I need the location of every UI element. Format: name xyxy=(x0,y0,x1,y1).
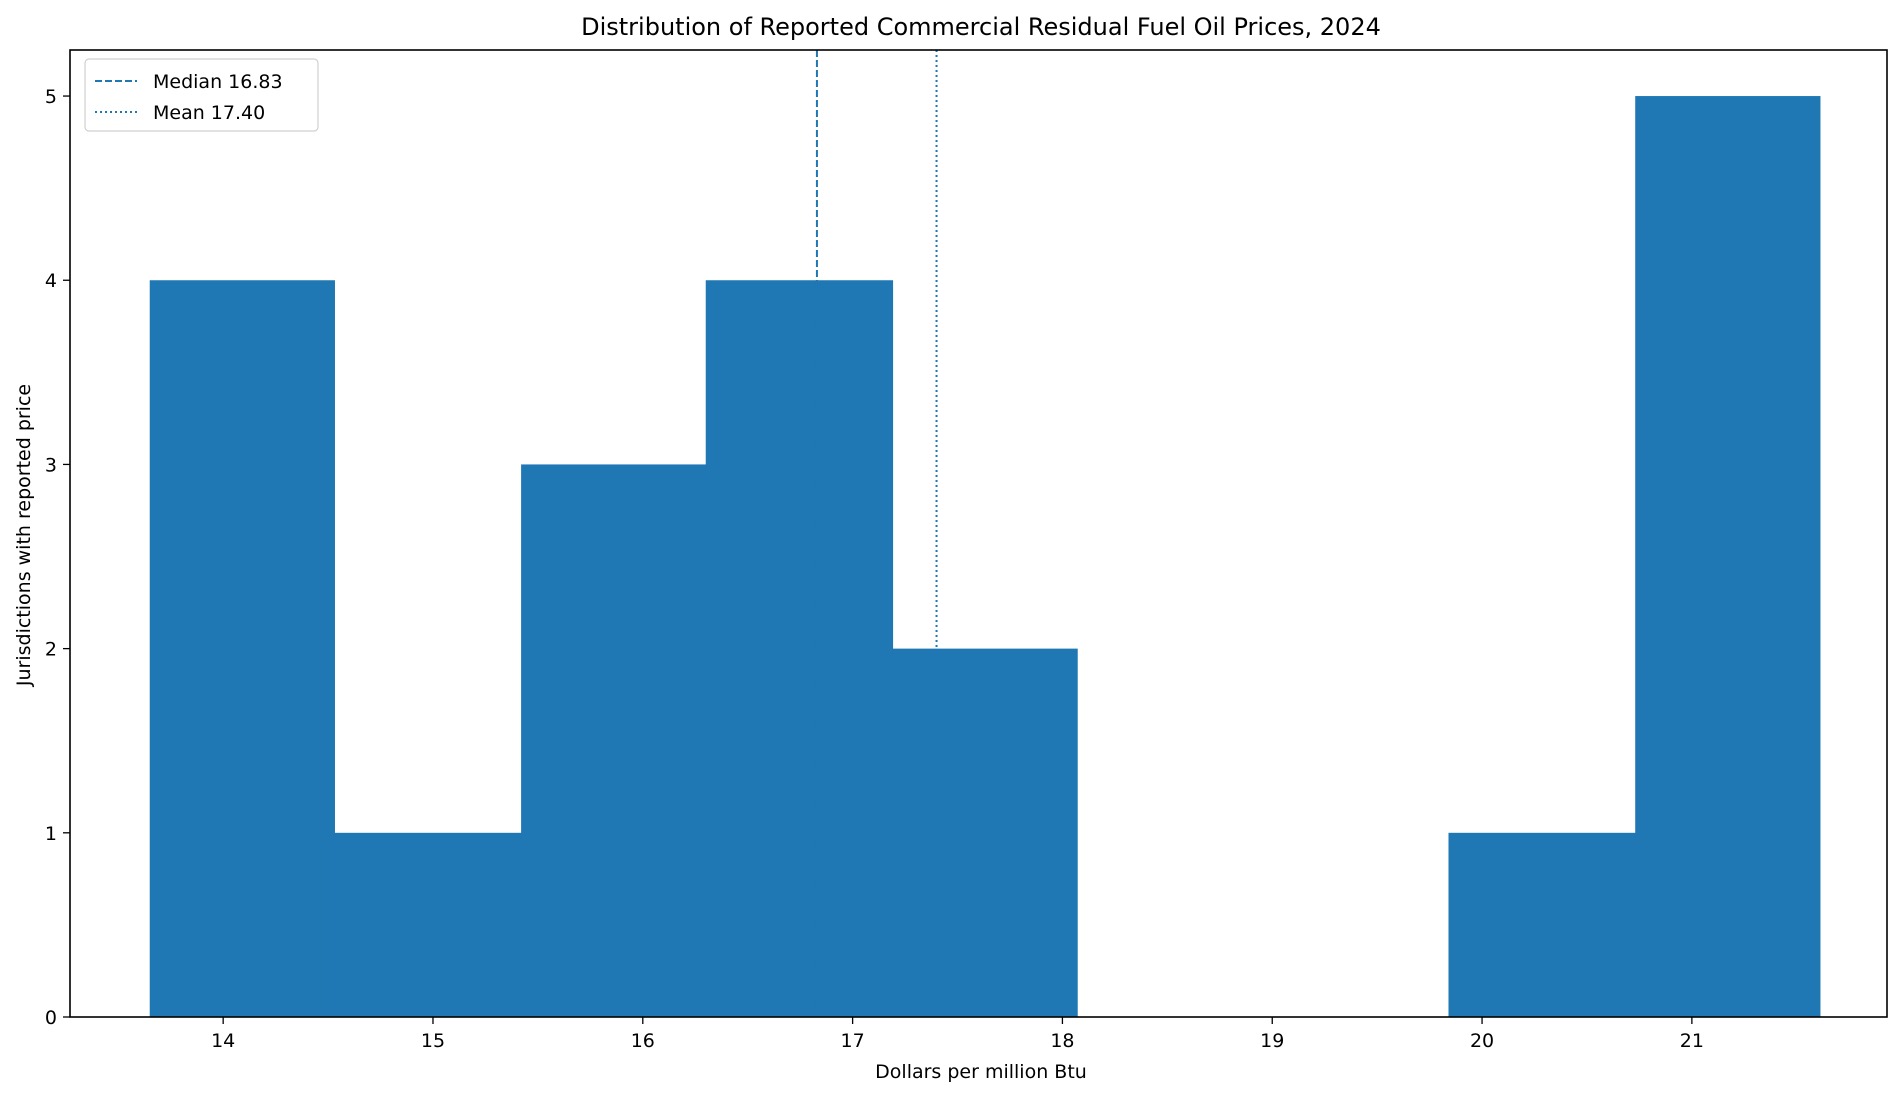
x-tick-label: 14 xyxy=(211,1030,235,1052)
y-axis-label: Jurisdictions with reported price xyxy=(13,384,35,687)
legend-median-label: Median 16.83 xyxy=(153,71,283,93)
histogram-bar xyxy=(521,464,707,1017)
x-tick-label: 18 xyxy=(1050,1030,1074,1052)
x-axis-ticks: 14 15 16 17 18 19 20 21 xyxy=(211,1017,1704,1052)
histogram-bar xyxy=(1635,96,1821,1018)
y-axis-ticks: 0 1 2 3 4 5 xyxy=(45,86,70,1029)
x-axis-label: Dollars per million Btu xyxy=(875,1061,1087,1083)
x-tick-label: 19 xyxy=(1260,1030,1284,1052)
chart-title: Distribution of Reported Commercial Resi… xyxy=(581,13,1381,41)
plot-frame xyxy=(69,49,1888,1018)
histogram-bar xyxy=(1448,832,1636,1017)
y-tick-label: 5 xyxy=(45,86,57,108)
x-tick-label: 16 xyxy=(631,1030,655,1052)
x-tick-label: 21 xyxy=(1680,1030,1704,1052)
y-tick-label: 3 xyxy=(45,454,57,476)
histogram-bar xyxy=(705,280,894,1017)
y-tick-label: 2 xyxy=(45,639,57,661)
x-tick-label: 15 xyxy=(421,1030,445,1052)
y-tick-label: 0 xyxy=(45,1007,57,1029)
legend: Median 16.83 Mean 17.40 xyxy=(84,58,319,132)
histogram-bar xyxy=(334,832,522,1017)
axes xyxy=(69,49,1888,1018)
histogram-bar xyxy=(149,280,335,1017)
legend-mean-label: Mean 17.40 xyxy=(153,102,265,124)
x-tick-label: 17 xyxy=(841,1030,865,1052)
legend-box xyxy=(84,58,319,132)
histogram-bar xyxy=(892,648,1078,1017)
y-tick-label: 4 xyxy=(45,270,57,292)
y-tick-label: 1 xyxy=(45,823,57,845)
x-tick-label: 20 xyxy=(1470,1030,1494,1052)
histogram-bars xyxy=(149,96,1821,1018)
reference-lines xyxy=(815,50,938,1017)
